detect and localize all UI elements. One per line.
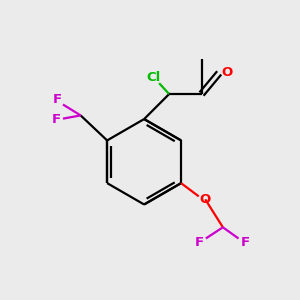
Text: F: F: [53, 93, 62, 106]
Text: F: F: [240, 236, 250, 249]
Text: O: O: [222, 66, 233, 79]
Text: Cl: Cl: [147, 71, 161, 84]
Text: F: F: [195, 236, 204, 249]
Text: O: O: [200, 193, 211, 206]
Text: F: F: [52, 113, 61, 126]
